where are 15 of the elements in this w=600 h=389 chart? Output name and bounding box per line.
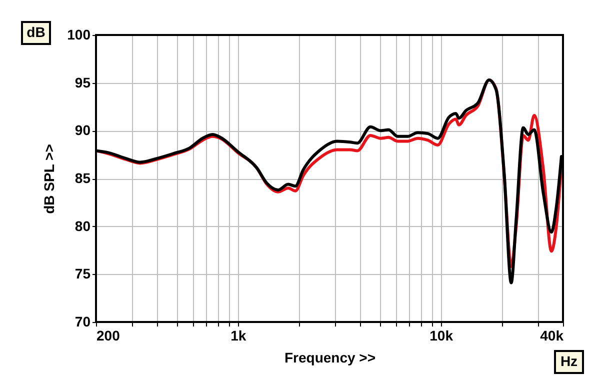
- y-tick-label: 100: [67, 26, 91, 42]
- y-tick-label: 70: [74, 314, 91, 330]
- x-tick-label: 200: [96, 328, 120, 344]
- x-axis-title: Frequency >>: [284, 350, 376, 366]
- y-tick-label: 90: [74, 122, 91, 138]
- x-tick-label: 10k: [430, 328, 454, 344]
- y-tick-label: 75: [74, 266, 91, 282]
- y-tick-label: 80: [74, 218, 91, 234]
- y-tick-label: 85: [74, 170, 91, 186]
- y-tick-label: 95: [74, 74, 91, 90]
- x-tick-label: 40k: [540, 328, 564, 344]
- y-axis-title: dB SPL >>: [41, 144, 58, 214]
- x-tick-label: 1k: [230, 328, 246, 344]
- text: Hz: [560, 353, 578, 369]
- text: dB: [26, 24, 46, 40]
